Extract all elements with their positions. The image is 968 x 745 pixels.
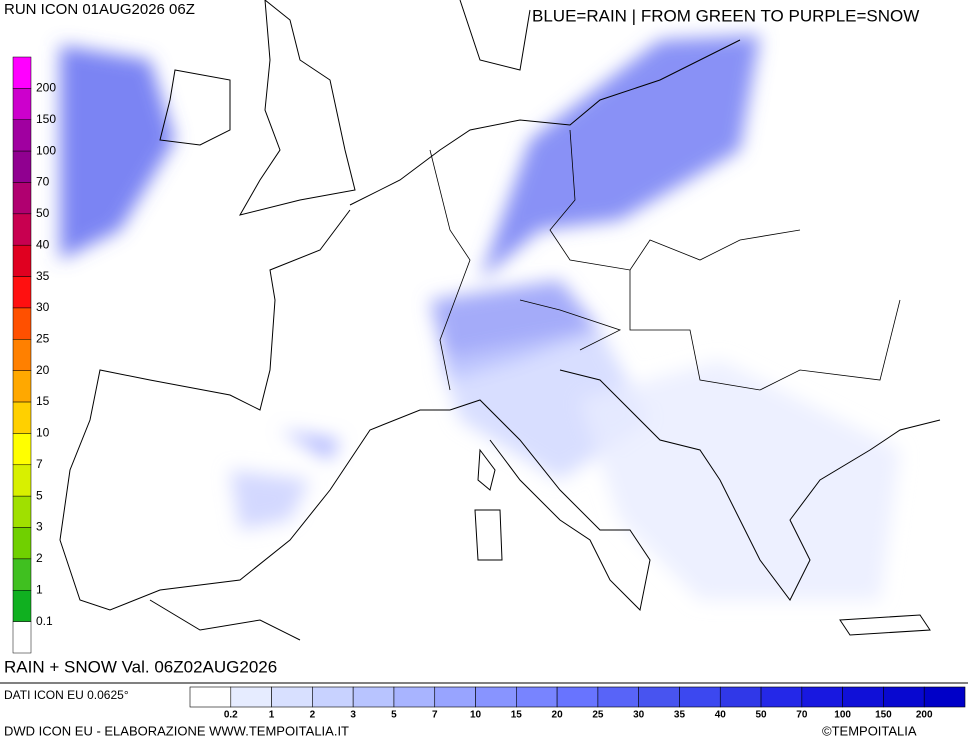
- run-title: RUN ICON 01AUG2026 06Z: [4, 1, 195, 18]
- scale-swatch: [12, 213, 32, 246]
- scale-label: 5: [36, 488, 43, 502]
- scale-label: 2: [310, 710, 316, 721]
- data-note: DATI ICON EU 0.0625°: [4, 688, 129, 702]
- scale-label: 40: [715, 710, 727, 721]
- precipitation: [60, 35, 900, 600]
- scale-swatch: [679, 686, 721, 708]
- legend-note: BLUE=RAIN | FROM GREEN TO PURPLE=SNOW: [532, 6, 919, 25]
- scale-label: 15: [36, 394, 50, 408]
- scale-swatch: [12, 119, 32, 152]
- source: DWD ICON EU - ELABORAZIONE WWW.TEMPOITAL…: [4, 723, 349, 738]
- scale-swatch: [12, 433, 32, 466]
- scale-swatch: [475, 686, 517, 708]
- scale-label: 0.2: [224, 710, 238, 721]
- scale-label: 15: [511, 710, 523, 721]
- scale-swatch: [12, 558, 32, 591]
- scale-swatch: [12, 590, 32, 622]
- scale-label: 200: [36, 81, 56, 95]
- scale-swatch: [393, 686, 436, 708]
- scale-label: 200: [916, 710, 933, 721]
- scale-swatch: [352, 686, 395, 708]
- scale-swatch: [12, 276, 32, 309]
- scale-label: 10: [470, 710, 482, 721]
- scale-label: 35: [674, 710, 686, 721]
- scale-swatch: [760, 686, 803, 708]
- scale-label: 25: [36, 331, 50, 345]
- scale-label: 30: [633, 710, 645, 721]
- scale-label: 35: [36, 269, 50, 283]
- scale-swatch: [556, 686, 599, 708]
- scale-label: 50: [36, 206, 50, 220]
- scale-swatch: [842, 686, 884, 708]
- map-label: RAIN + SNOW Val. 06Z02AUG2026: [4, 657, 277, 676]
- scale-swatch: [189, 686, 232, 708]
- scale-swatch: [597, 686, 639, 708]
- scale-label: 20: [36, 363, 50, 377]
- scale-label: 20: [552, 710, 564, 721]
- scale-label: 25: [592, 710, 604, 721]
- scale-swatch: [434, 686, 476, 708]
- scale-label: 1: [269, 710, 275, 721]
- scale-label: 100: [834, 710, 851, 721]
- scale-label: 5: [391, 710, 397, 721]
- scale-swatch: [923, 686, 966, 708]
- scale-swatch: [12, 182, 32, 215]
- scale-label: 50: [755, 710, 767, 721]
- scale-swatch: [12, 56, 32, 89]
- scale-swatch: [12, 150, 32, 183]
- scale-swatch: [12, 370, 32, 403]
- scale-label: 7: [36, 457, 43, 471]
- scale-swatch: [12, 401, 32, 434]
- scale-label: 150: [36, 112, 56, 126]
- borders: [429, 129, 901, 391]
- scale-label: 30: [36, 300, 50, 314]
- scale-label: 2: [36, 551, 43, 565]
- copyright: ©TEMPOITALIA: [822, 723, 917, 738]
- scale-swatch: [638, 686, 680, 708]
- scale-label: 0.1: [36, 614, 53, 628]
- scale-label: 10: [36, 426, 50, 440]
- scale-swatch: [271, 686, 313, 708]
- scale-label: 70: [36, 175, 50, 189]
- coastlines: [59, 0, 941, 641]
- scale-swatch: [12, 464, 32, 497]
- scale-swatch: [12, 621, 32, 654]
- scale-swatch: [719, 686, 762, 708]
- scale-swatch: [312, 686, 354, 708]
- scale-label: 70: [796, 710, 808, 721]
- scale-label: 7: [432, 710, 438, 721]
- scale-swatch: [516, 686, 558, 708]
- scale-swatch: [801, 686, 843, 708]
- scale-label: 40: [36, 237, 50, 251]
- scale-swatch: [12, 88, 32, 120]
- scale-swatch: [12, 244, 32, 277]
- scale-label: 3: [350, 710, 356, 721]
- scale-label: 1: [36, 582, 43, 596]
- scale-swatch: [12, 527, 32, 560]
- scale-swatch: [230, 686, 272, 708]
- scale-swatch: [12, 495, 32, 528]
- scale-swatch: [12, 339, 32, 371]
- scale-swatch: [883, 686, 925, 708]
- scale-label: 100: [36, 143, 56, 157]
- scale-label: 150: [875, 710, 892, 721]
- scale-swatch: [12, 307, 32, 340]
- scale-label: 3: [36, 520, 43, 534]
